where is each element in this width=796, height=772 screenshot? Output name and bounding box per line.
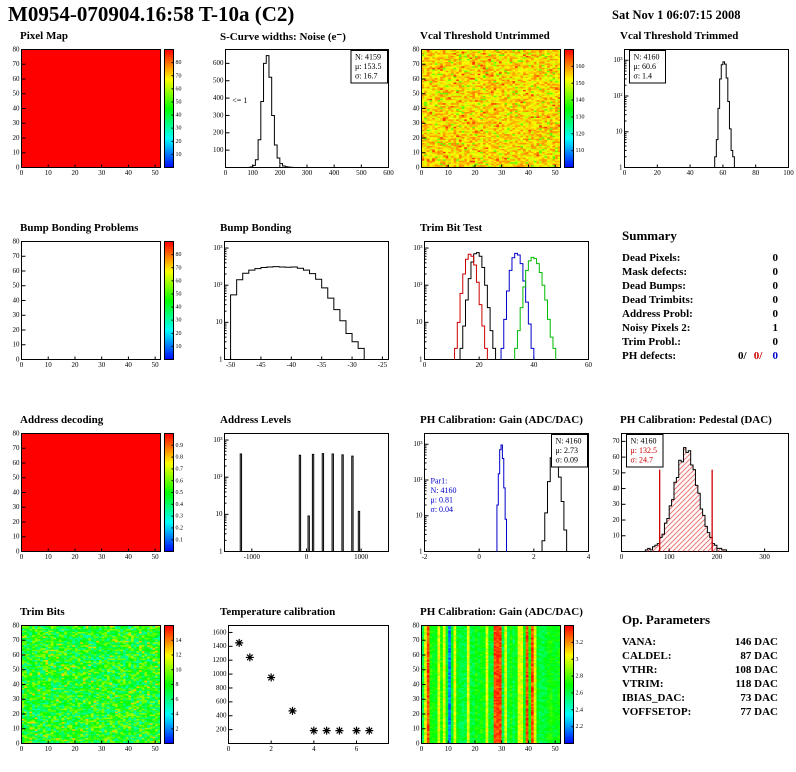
panel-address-decoding: Address decoding — [6, 414, 198, 566]
op-parameter-label: VOFFSETOP: — [622, 706, 692, 718]
temperature-calibration-scatter — [206, 620, 396, 756]
ph-defects-value-red: 0/ — [753, 350, 763, 362]
op-parameter-value: 77 DAC — [740, 706, 778, 718]
panel-bump-bonding: Bump Bonding — [206, 222, 398, 374]
summary-title: Summary — [622, 228, 677, 243]
chart-title: PH Calibration: Gain (ADC/DAC) — [420, 606, 583, 618]
panel-vcal-untrimmed: Vcal Threshold Untrimmed — [406, 30, 598, 182]
summary-row-value: 0 — [772, 280, 779, 292]
summary-row-value: 0 — [772, 308, 779, 320]
vcal-trimmed-histogram — [606, 44, 796, 180]
ph-gain-histogram — [406, 428, 596, 564]
chart-title: Address decoding — [20, 414, 104, 426]
chart-title: Trim Bit Test — [420, 222, 483, 234]
chart-title: Address Levels — [220, 414, 291, 426]
address-decoding-heatmap — [6, 428, 196, 564]
op-parameter-row: VTRIM: 118 DAC — [622, 677, 778, 691]
panel-ph-pedestal: PH Calibration: Pedestal (DAC) — [606, 414, 796, 566]
summary-row: Address Probl: 0 — [622, 307, 778, 321]
op-parameter-row: CALDEL: 87 DAC — [622, 649, 778, 663]
summary-row-value: 1 — [772, 322, 779, 334]
op-parameter-value: 146 DAC — [734, 636, 778, 648]
chart-title: Temperature calibration — [220, 606, 336, 618]
panel-bump-bonding-problems: Bump Bonding Problems — [6, 222, 198, 374]
panel-temperature-calibration: Temperature calibration — [206, 606, 398, 758]
op-parameter-value: 73 DAC — [740, 692, 778, 704]
summary-row-label: PH defects: — [622, 350, 677, 362]
pixel-map-heatmap — [6, 44, 196, 180]
panel-scurve-noise: S-Curve widths: Noise (e⁻) — [206, 30, 398, 182]
summary-row: Trim Probl.: 0 — [622, 335, 778, 349]
chart-title: Vcal Threshold Untrimmed — [420, 30, 550, 42]
chart-title: S-Curve widths: Noise (e⁻) — [220, 31, 346, 43]
chart-title: Bump Bonding Problems — [20, 222, 139, 234]
vcal-untrimmed-heatmap — [406, 44, 596, 180]
timestamp: Sat Nov 1 06:07:15 2008 — [612, 8, 741, 22]
summary-row-label: Dead Trimbits: — [622, 294, 694, 306]
op-parameter-row: VTHR: 108 DAC — [622, 663, 778, 677]
op-parameter-value: 87 DAC — [740, 650, 778, 662]
panel-address-levels: Address Levels — [206, 414, 398, 566]
chart-title: Pixel Map — [20, 30, 68, 42]
chart-title: PH Calibration: Gain (ADC/DAC) — [420, 414, 583, 426]
page-title: M0954-070904.16:58 T-10a (C2) — [8, 2, 295, 26]
op-parameters-title: Op. Parameters — [622, 612, 711, 627]
panel-trim-bit-test: Trim Bit Test — [406, 222, 598, 374]
op-parameter-row: VOFFSETOP: 77 DAC — [622, 705, 778, 719]
panel-vcal-trimmed: Vcal Threshold Trimmed — [606, 30, 796, 182]
op-parameter-label: CALDEL: — [622, 650, 672, 662]
op-parameter-row: VANA: 146 DAC — [622, 635, 778, 649]
op-parameter-label: IBIAS_DAC: — [622, 692, 685, 704]
summary-row: Dead Bumps: 0 — [622, 279, 778, 293]
summary-row-value: 0 — [772, 252, 779, 264]
op-parameter-value: 108 DAC — [734, 664, 778, 676]
chart-title: Vcal Threshold Trimmed — [620, 30, 739, 42]
summary-row-value: 0 — [772, 336, 779, 348]
ph-defects-value-black: 0/ — [737, 350, 747, 362]
ph-defects-value-blue: 0 — [772, 350, 779, 362]
summary-row-value: 0 — [772, 266, 779, 278]
summary-row-value: 0 — [772, 294, 779, 306]
op-parameter-label: VTRIM: — [622, 678, 664, 690]
panel-ph-gain-hist: PH Calibration: Gain (ADC/DAC) — [406, 414, 598, 566]
summary-row-label: Noisy Pixels 2: — [622, 322, 691, 334]
summary-row: Mask defects: 0 — [622, 265, 778, 279]
chart-title: Bump Bonding — [220, 222, 292, 234]
panel-trim-bits: Trim Bits — [6, 606, 198, 758]
address-levels-histogram — [206, 428, 396, 564]
op-parameters-panel: Op. Parameters VANA: 146 DAC CALDEL: 87 … — [606, 606, 788, 758]
ph-pedestal-histogram — [606, 428, 796, 564]
op-parameter-label: VTHR: — [622, 664, 658, 676]
chart-title: PH Calibration: Pedestal (DAC) — [620, 414, 772, 426]
summary-row-label: Trim Probl.: — [622, 336, 681, 348]
summary-row-label: Dead Bumps: — [622, 280, 686, 292]
summary-row-label: Mask defects: — [622, 266, 688, 278]
op-parameter-value: 118 DAC — [735, 678, 778, 690]
summary-row: Noisy Pixels 2: 1 — [622, 321, 778, 335]
ph-defects-values: 0/ 0/ 0 — [734, 349, 779, 363]
summary-row-label: Address Probl: — [622, 308, 693, 320]
op-parameter-label: VANA: — [622, 636, 657, 648]
op-parameter-row: IBIAS_DAC: 73 DAC — [622, 691, 778, 705]
summary-row-ph-defects: PH defects: 0/ 0/ 0 — [622, 349, 778, 363]
summary-panel: Summary Dead Pixels: 0 Mask defects: 0 D… — [606, 222, 788, 374]
panel-pixel-map: Pixel Map — [6, 30, 198, 182]
summary-row: Dead Pixels: 0 — [622, 251, 778, 265]
summary-row: Dead Trimbits: 0 — [622, 293, 778, 307]
bump-bonding-problems-map — [6, 236, 196, 372]
ph-gain-heatmap — [406, 620, 596, 756]
trim-bits-heatmap — [6, 620, 196, 756]
trim-bit-test-histogram — [406, 236, 596, 372]
summary-row-label: Dead Pixels: — [622, 252, 681, 264]
chart-title: Trim Bits — [20, 606, 65, 618]
panel-ph-gain-map: PH Calibration: Gain (ADC/DAC) — [406, 606, 598, 758]
scurve-noise-histogram — [206, 44, 396, 180]
bump-bonding-histogram — [206, 236, 396, 372]
